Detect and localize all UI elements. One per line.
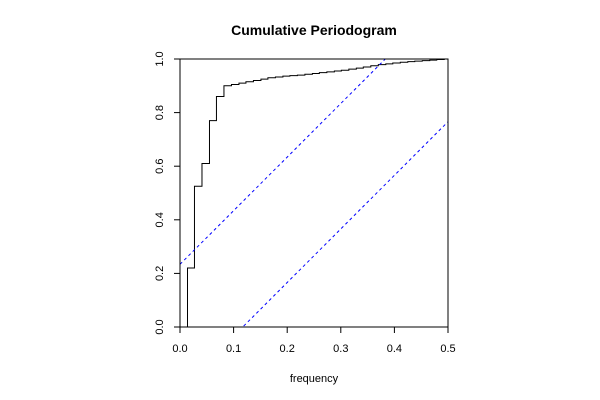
y-tick-label: 0.8 (154, 105, 166, 120)
x-axis-label: frequency (290, 373, 339, 385)
cumulative-periodogram-line (180, 58, 448, 328)
x-tick-label: 0.3 (333, 343, 348, 355)
plot-frame (179, 58, 449, 328)
x-tick-label: 0.4 (387, 343, 402, 355)
upper-confidence-band-line (180, 59, 386, 265)
x-tick-label: 0.0 (172, 343, 187, 355)
y-tick-label: 0.0 (154, 319, 166, 334)
y-tick-label: 0.6 (154, 159, 166, 174)
y-tick-label: 0.2 (154, 266, 166, 281)
x-tick-label: 0.2 (280, 343, 295, 355)
chart-title: Cumulative Periodogram (231, 22, 397, 38)
x-tick-label: 0.5 (440, 343, 455, 355)
y-tick-label: 1.0 (154, 51, 166, 66)
x-tick-label: 0.1 (226, 343, 241, 355)
lower-confidence-band-line (242, 121, 448, 327)
y-tick-label: 0.4 (154, 212, 166, 227)
